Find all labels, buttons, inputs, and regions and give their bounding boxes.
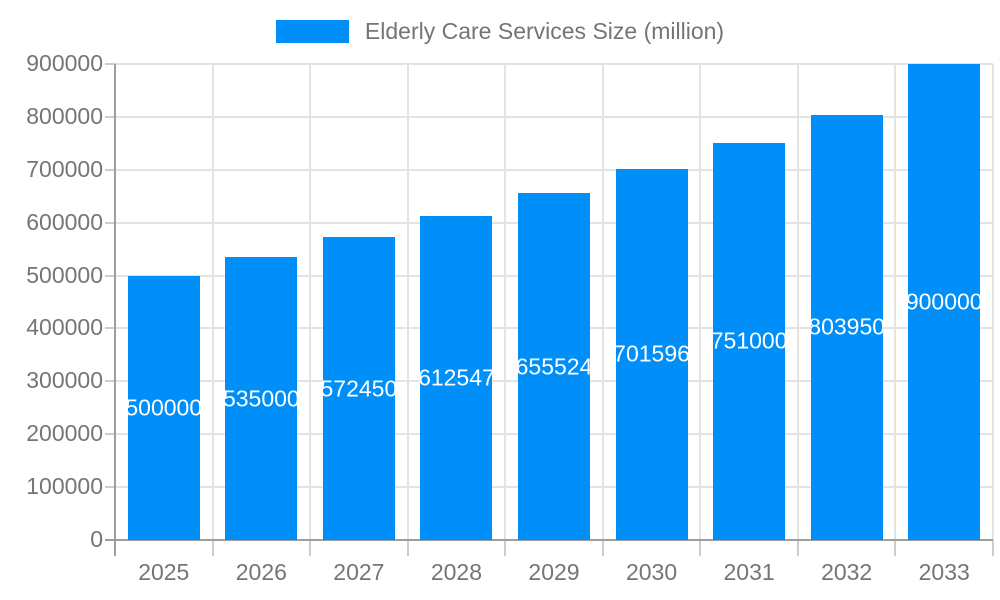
x-axis-line <box>105 539 993 541</box>
gridline-horizontal <box>115 168 993 171</box>
y-axis-tick-label: 800000 <box>26 102 103 129</box>
x-tick-mark <box>504 540 507 556</box>
y-axis-tick-label: 300000 <box>26 367 103 394</box>
bar: 701596 <box>615 168 688 540</box>
x-axis-tick-label: 2026 <box>235 559 287 585</box>
gridline-vertical <box>211 64 214 540</box>
gridline-vertical <box>894 64 897 540</box>
x-axis-tick-label: 2031 <box>723 559 775 585</box>
x-tick-mark <box>309 540 312 556</box>
x-tick-mark <box>699 540 702 556</box>
x-tick-mark <box>601 540 604 556</box>
y-tick-mark <box>105 168 115 171</box>
y-axis-tick-label: 0 <box>90 525 103 552</box>
bar: 655524 <box>518 193 590 540</box>
x-axis-tick-label: 2029 <box>528 559 580 585</box>
gridline-vertical <box>796 64 799 540</box>
bar: 803950 <box>810 114 883 540</box>
gridline-vertical <box>601 64 604 540</box>
legend-label: Elderly Care Services Size (million) <box>364 18 725 44</box>
x-axis-tick-label: 2032 <box>821 559 873 585</box>
y-axis-tick-label: 600000 <box>26 208 103 235</box>
x-axis-tick-label: 2025 <box>138 559 190 585</box>
bar-value-label: 655524 <box>518 353 590 380</box>
bar-value-label: 900000 <box>908 288 981 315</box>
bar-value-label: 612547 <box>420 364 493 391</box>
x-tick-mark <box>406 540 409 556</box>
gridline-vertical <box>406 64 409 540</box>
x-axis-tick-label: 2030 <box>625 559 678 585</box>
bar: 572450 <box>322 237 395 540</box>
gridline-vertical <box>699 64 702 540</box>
gridline-vertical <box>309 64 312 540</box>
y-axis-tick-label: 500000 <box>26 261 103 288</box>
y-axis-tick-label: 900000 <box>26 49 103 76</box>
bar: 612547 <box>420 216 493 540</box>
y-tick-mark <box>105 327 115 330</box>
x-tick-mark <box>211 540 214 556</box>
x-axis-tick-label: 2028 <box>430 559 483 585</box>
bar-value-label: 701596 <box>615 340 688 367</box>
gridline-horizontal <box>115 115 993 118</box>
y-tick-mark <box>105 221 115 224</box>
y-axis-line <box>114 64 116 556</box>
y-axis-tick-label: 400000 <box>26 314 103 341</box>
x-tick-mark <box>992 540 994 556</box>
bar-value-label: 500000 <box>127 394 200 421</box>
y-tick-mark <box>105 486 115 489</box>
y-tick-mark <box>105 433 115 436</box>
bar-value-label: 803950 <box>810 313 883 340</box>
legend: Elderly Care Services Size (million) <box>0 20 1000 43</box>
bar-value-label: 572450 <box>322 375 395 402</box>
gridline-horizontal <box>115 63 993 65</box>
x-axis-tick-label: 2027 <box>333 559 385 585</box>
bar-value-label: 535000 <box>225 385 298 411</box>
bar: 535000 <box>225 257 298 540</box>
legend-swatch <box>275 20 349 43</box>
y-tick-mark <box>105 380 115 383</box>
gridline-vertical <box>992 64 994 540</box>
bar: 500000 <box>127 275 200 540</box>
bar: 900000 <box>908 64 981 540</box>
y-tick-mark <box>105 274 115 277</box>
bar-value-label: 751000 <box>713 327 786 354</box>
y-tick-mark <box>105 115 115 118</box>
gridline-vertical <box>504 64 507 540</box>
x-tick-mark <box>894 540 897 556</box>
x-axis-tick-label: 2033 <box>918 559 970 585</box>
y-axis-tick-label: 700000 <box>26 155 103 182</box>
bar: 751000 <box>713 142 786 540</box>
x-tick-mark <box>796 540 799 556</box>
y-axis-tick-label: 200000 <box>26 420 103 447</box>
y-tick-mark <box>105 63 115 65</box>
y-axis-tick-label: 100000 <box>26 473 103 500</box>
